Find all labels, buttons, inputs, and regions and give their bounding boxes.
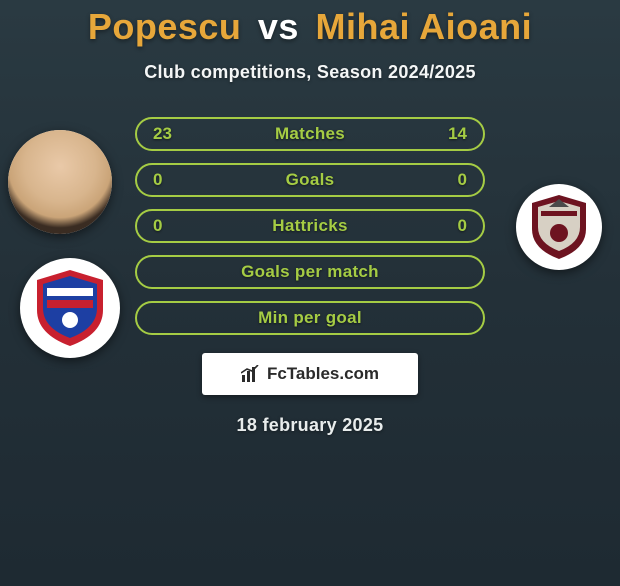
club-right-badge [516,184,602,270]
subtitle: Club competitions, Season 2024/2025 [0,62,620,83]
stat-row: 23 Matches 14 [135,117,485,151]
title-left: Popescu [88,6,242,47]
stat-left-value: 23 [153,124,201,144]
stat-row: 0 Goals 0 [135,163,485,197]
crest-icon [528,193,590,261]
bar-chart-icon [241,365,261,383]
stat-label: Hattricks [201,216,419,236]
player-left-avatar [8,130,112,234]
stat-right-value: 14 [419,124,467,144]
stat-label: Goals per match [201,262,419,282]
brand-box: FcTables.com [202,353,418,395]
date-text: 18 february 2025 [0,415,620,436]
page-title: Popescu vs Mihai Aioani [0,6,620,48]
club-left-badge [20,258,120,358]
stat-row: Goals per match [135,255,485,289]
stat-label: Matches [201,124,419,144]
stats-table: 23 Matches 14 0 Goals 0 0 Hattricks 0 Go… [135,117,485,335]
stat-row: Min per goal [135,301,485,335]
stat-left-value: 0 [153,216,201,236]
title-right: Mihai Aioani [315,6,532,47]
avatar-face-placeholder [8,130,112,234]
stat-right-value: 0 [419,170,467,190]
brand-text: FcTables.com [267,364,379,384]
title-vs: vs [258,6,299,47]
stat-label: Min per goal [201,308,419,328]
crest-icon [33,268,107,348]
stat-row: 0 Hattricks 0 [135,209,485,243]
stat-left-value: 0 [153,170,201,190]
stat-right-value: 0 [419,216,467,236]
stat-label: Goals [201,170,419,190]
